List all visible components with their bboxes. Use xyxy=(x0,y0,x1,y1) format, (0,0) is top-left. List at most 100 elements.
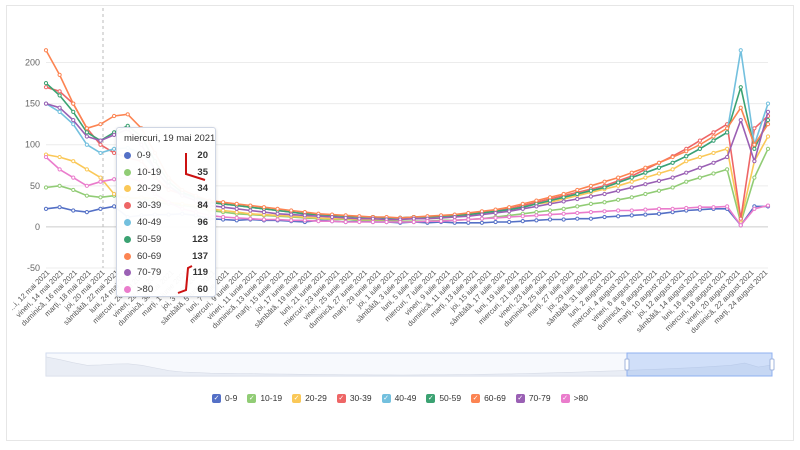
checkbox-icon[interactable]: ✓ xyxy=(471,393,481,403)
data-point[interactable] xyxy=(534,213,539,218)
data-point[interactable] xyxy=(575,204,580,209)
data-point[interactable] xyxy=(84,130,89,135)
data-point[interactable] xyxy=(643,170,648,175)
data-point[interactable] xyxy=(84,193,89,198)
checkbox-icon[interactable]: ✓ xyxy=(247,393,257,403)
checkbox-icon[interactable]: ✓ xyxy=(212,393,222,403)
data-point[interactable] xyxy=(43,206,49,211)
data-point[interactable] xyxy=(43,101,49,106)
data-point[interactable] xyxy=(765,134,771,139)
data-point[interactable] xyxy=(507,219,512,225)
data-point[interactable] xyxy=(629,213,634,218)
data-point[interactable] xyxy=(697,146,702,151)
data-point[interactable] xyxy=(765,109,771,114)
data-point[interactable] xyxy=(234,210,239,215)
data-point[interactable] xyxy=(711,205,716,210)
data-point[interactable] xyxy=(643,207,648,212)
data-point[interactable] xyxy=(629,195,634,200)
data-point[interactable] xyxy=(493,210,498,216)
data-point[interactable] xyxy=(752,146,757,151)
data-point[interactable] xyxy=(234,206,239,211)
data-point[interactable] xyxy=(629,185,634,190)
checkbox-icon[interactable]: ✓ xyxy=(336,393,346,403)
data-point[interactable] xyxy=(670,185,675,190)
data-zoom-slider[interactable] xyxy=(45,352,775,377)
data-point[interactable] xyxy=(84,167,89,172)
data-point[interactable] xyxy=(98,206,103,211)
data-point[interactable] xyxy=(71,208,76,213)
data-point[interactable] xyxy=(697,205,702,210)
data-point[interactable] xyxy=(84,210,89,215)
data-point[interactable] xyxy=(697,142,702,147)
data-point[interactable] xyxy=(479,209,485,214)
data-point[interactable] xyxy=(275,206,280,211)
data-point[interactable] xyxy=(738,223,743,228)
data-point[interactable] xyxy=(248,208,253,213)
data-point[interactable] xyxy=(561,191,566,197)
data-point[interactable] xyxy=(547,212,553,217)
data-point[interactable] xyxy=(466,217,471,222)
data-point[interactable] xyxy=(711,171,716,176)
data-point[interactable] xyxy=(261,217,267,222)
data-point[interactable] xyxy=(71,122,76,127)
data-point[interactable] xyxy=(493,215,498,220)
data-point[interactable] xyxy=(438,219,444,224)
data-point[interactable] xyxy=(765,203,771,208)
data-point[interactable] xyxy=(588,194,594,199)
data-point[interactable] xyxy=(520,201,525,206)
data-point[interactable] xyxy=(670,210,675,215)
data-point[interactable] xyxy=(670,206,675,211)
data-point[interactable] xyxy=(643,182,648,187)
data-point[interactable] xyxy=(520,214,525,219)
data-point[interactable] xyxy=(656,165,662,170)
checkbox-icon[interactable]: ✓ xyxy=(560,393,570,403)
data-point[interactable] xyxy=(343,219,348,225)
data-point[interactable] xyxy=(125,112,130,117)
data-point[interactable] xyxy=(57,205,62,210)
data-point[interactable] xyxy=(248,203,253,208)
data-point[interactable] xyxy=(534,198,539,203)
data-point[interactable] xyxy=(602,200,607,205)
legend-item[interactable]: ✓ 70-79 xyxy=(515,393,551,403)
data-point[interactable] xyxy=(575,191,580,197)
data-point[interactable] xyxy=(493,219,498,225)
data-point[interactable] xyxy=(57,93,62,98)
data-point[interactable] xyxy=(493,207,498,212)
data-point[interactable] xyxy=(629,175,634,180)
data-point[interactable] xyxy=(98,179,103,184)
data-point[interactable] xyxy=(561,217,566,222)
data-point[interactable] xyxy=(57,109,62,114)
data-point[interactable] xyxy=(289,218,294,223)
zoom-handle-right[interactable] xyxy=(769,358,775,371)
data-point[interactable] xyxy=(643,212,648,217)
data-point[interactable] xyxy=(656,188,662,193)
data-point[interactable] xyxy=(561,206,566,211)
data-point[interactable] xyxy=(656,171,662,176)
data-point[interactable] xyxy=(261,210,267,215)
data-point[interactable] xyxy=(84,126,89,131)
data-point[interactable] xyxy=(725,126,730,131)
data-point[interactable] xyxy=(684,170,689,175)
data-point[interactable] xyxy=(711,160,716,165)
data-point[interactable] xyxy=(112,177,117,182)
data-point[interactable] xyxy=(275,217,280,222)
checkbox-icon[interactable]: ✓ xyxy=(426,393,436,403)
data-point[interactable] xyxy=(752,126,757,131)
data-point[interactable] xyxy=(656,160,662,165)
data-point[interactable] xyxy=(398,219,403,225)
data-point[interactable] xyxy=(43,185,49,190)
data-point[interactable] xyxy=(411,219,416,225)
data-point[interactable] xyxy=(112,204,117,209)
data-point[interactable] xyxy=(479,220,485,225)
data-point[interactable] xyxy=(670,154,675,160)
data-point[interactable] xyxy=(57,89,62,94)
data-point[interactable] xyxy=(220,208,226,213)
data-point[interactable] xyxy=(616,175,621,180)
data-point[interactable] xyxy=(697,175,702,180)
data-point[interactable] xyxy=(588,188,594,193)
data-point[interactable] xyxy=(507,209,512,214)
data-point[interactable] xyxy=(316,219,321,224)
data-point[interactable] xyxy=(738,117,743,123)
data-point[interactable] xyxy=(275,211,280,216)
data-point[interactable] xyxy=(329,214,335,220)
